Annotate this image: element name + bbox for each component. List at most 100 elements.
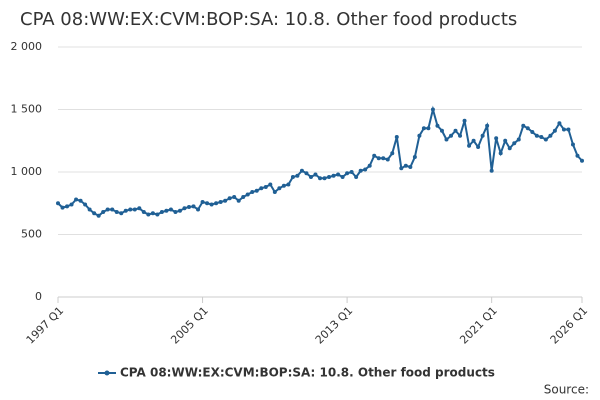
- point: [281, 183, 286, 188]
- point: [74, 197, 79, 202]
- point: [458, 133, 463, 138]
- point: [349, 170, 354, 174]
- point: [354, 175, 359, 179]
- point: [168, 207, 173, 212]
- point: [146, 212, 151, 217]
- point: [570, 142, 575, 147]
- point: [159, 210, 164, 214]
- point: [268, 182, 273, 187]
- point: [557, 121, 562, 126]
- point: [277, 186, 282, 191]
- point: [390, 151, 395, 156]
- x-tick-label: 2013 Q1: [313, 304, 356, 347]
- point: [150, 211, 155, 216]
- legend-marker: [104, 370, 110, 376]
- point: [137, 206, 142, 211]
- point: [141, 210, 146, 214]
- point: [385, 157, 390, 162]
- point: [421, 126, 426, 131]
- point: [105, 207, 110, 212]
- point: [444, 137, 449, 142]
- point: [476, 145, 481, 149]
- point: [507, 146, 512, 151]
- point: [575, 153, 580, 158]
- point: [376, 156, 381, 161]
- point: [318, 176, 322, 181]
- point: [345, 171, 350, 176]
- y-tick-label: 1 500: [11, 103, 43, 116]
- point: [227, 196, 232, 201]
- point: [304, 171, 309, 176]
- point: [299, 168, 304, 173]
- point: [561, 127, 566, 132]
- point: [182, 206, 187, 211]
- point: [580, 158, 584, 163]
- point: [123, 208, 128, 213]
- point: [263, 185, 268, 189]
- point: [426, 126, 431, 131]
- point: [403, 163, 408, 168]
- point: [467, 143, 472, 148]
- point: [96, 213, 101, 218]
- point: [214, 201, 219, 206]
- point: [78, 198, 83, 203]
- point: [358, 168, 363, 173]
- point: [516, 137, 521, 142]
- point: [205, 201, 210, 206]
- point: [521, 123, 526, 128]
- point: [566, 127, 571, 132]
- point: [530, 130, 535, 134]
- point: [381, 156, 386, 161]
- point: [290, 175, 295, 179]
- y-tick-label: 1 000: [11, 165, 43, 178]
- point: [101, 210, 106, 214]
- point: [372, 153, 377, 158]
- point: [177, 208, 182, 213]
- point: [272, 190, 277, 194]
- point: [200, 200, 205, 204]
- point: [340, 175, 345, 179]
- legend-label: CPA 08:WW:EX:CVM:BOP:SA: 10.8. Other foo…: [120, 366, 495, 380]
- point: [254, 188, 259, 193]
- point: [363, 167, 368, 172]
- point: [286, 182, 291, 187]
- point: [83, 202, 88, 207]
- point: [367, 163, 372, 168]
- point: [196, 207, 201, 212]
- point: [110, 207, 115, 212]
- point: [218, 200, 223, 204]
- source: Source:: [544, 383, 589, 397]
- point: [327, 175, 332, 179]
- point: [241, 195, 246, 199]
- point: [525, 126, 530, 131]
- point: [155, 212, 160, 217]
- point: [512, 141, 517, 146]
- point: [69, 202, 74, 207]
- point: [232, 195, 237, 199]
- point: [394, 135, 399, 139]
- point: [331, 173, 336, 178]
- point: [399, 166, 404, 171]
- point: [412, 155, 417, 159]
- point: [503, 138, 508, 143]
- x-tick-label: 2005 Q1: [168, 304, 211, 347]
- point: [489, 168, 494, 173]
- point: [223, 198, 228, 203]
- point: [250, 190, 255, 194]
- point: [417, 133, 422, 138]
- point: [453, 128, 458, 133]
- point: [494, 136, 499, 141]
- point: [119, 211, 124, 216]
- point: [548, 133, 553, 138]
- point: [485, 123, 490, 128]
- point: [539, 135, 544, 139]
- point: [462, 118, 467, 123]
- point: [259, 186, 264, 191]
- series-line: [57, 105, 583, 217]
- point: [408, 165, 413, 169]
- point: [187, 205, 191, 209]
- point: [430, 107, 435, 112]
- y-tick-label: 2 000: [11, 40, 43, 53]
- point: [236, 198, 241, 203]
